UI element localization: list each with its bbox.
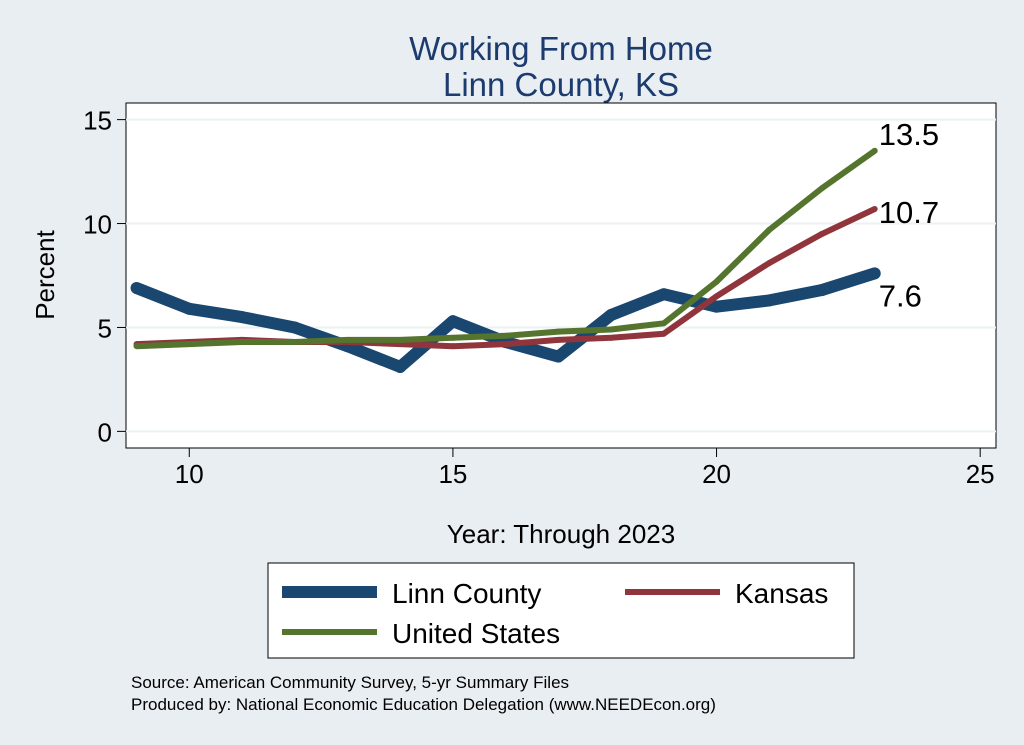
data-point-united-states-14 — [871, 147, 878, 154]
data-point-kansas-14 — [871, 205, 878, 212]
data-point-linn-county-10 — [657, 288, 670, 301]
source-note: Source: American Community Survey, 5-yr … — [131, 673, 569, 692]
x-tick-label-15: 15 — [438, 459, 467, 489]
data-point-linn-county-9 — [605, 308, 618, 321]
data-point-united-states-1 — [186, 341, 193, 348]
legend-item-linn-county: Linn County — [282, 578, 541, 609]
data-point-linn-county-1 — [183, 302, 196, 315]
legend-label-kansas: Kansas — [735, 578, 828, 609]
data-point-linn-county-11 — [710, 300, 723, 313]
data-point-united-states-0 — [133, 343, 140, 350]
produced-by-note: Produced by: National Economic Education… — [131, 695, 716, 714]
y-tick-label-0: 0 — [98, 417, 112, 447]
data-point-kansas-10 — [660, 330, 667, 337]
end-label-united-states: 13.5 — [879, 117, 939, 152]
end-label-linn-county: 7.6 — [879, 278, 922, 313]
data-point-united-states-10 — [660, 320, 667, 327]
data-point-linn-county-13 — [816, 284, 828, 297]
data-point-kansas-9 — [608, 334, 615, 341]
axes: 0 5 10 15 10 15 20 25 — [83, 106, 995, 489]
data-point-kansas-12 — [766, 260, 773, 267]
y-tick-label-10: 10 — [83, 210, 112, 240]
y-axis-title: Percent — [30, 229, 60, 319]
y-tick-label-15: 15 — [83, 106, 112, 136]
data-point-linn-county-6 — [446, 315, 459, 328]
x-tick-label-10: 10 — [175, 459, 204, 489]
data-point-united-states-9 — [608, 326, 615, 333]
legend-label-linn-county: Linn County — [392, 578, 541, 609]
legend-label-united-states: United States — [392, 618, 560, 649]
data-point-united-states-4 — [344, 336, 351, 343]
chart-subtitle: Linn County, KS — [443, 66, 679, 103]
x-tick-label-25: 25 — [966, 459, 995, 489]
data-point-linn-county-8 — [552, 350, 565, 363]
data-point-kansas-6 — [449, 343, 456, 350]
data-point-linn-county-0 — [130, 281, 143, 294]
end-label-kansas: 10.7 — [879, 195, 939, 230]
data-point-kansas-8 — [555, 336, 562, 343]
data-point-united-states-7 — [502, 332, 509, 339]
x-tick-label-20: 20 — [702, 459, 731, 489]
data-point-linn-county-2 — [236, 311, 248, 324]
data-point-united-states-5 — [397, 336, 404, 343]
chart-title: Working From Home — [409, 30, 713, 67]
data-point-kansas-13 — [819, 230, 825, 237]
data-point-kansas-11 — [713, 293, 720, 300]
legend-item-united-states: United States — [282, 618, 560, 649]
data-point-united-states-6 — [449, 334, 456, 341]
data-point-linn-county-3 — [288, 321, 301, 334]
data-point-united-states-2 — [239, 339, 245, 346]
series-lines — [130, 147, 881, 373]
data-point-united-states-8 — [555, 328, 562, 335]
legend-item-kansas: Kansas — [625, 578, 828, 609]
data-point-united-states-13 — [819, 185, 825, 192]
data-point-united-states-3 — [291, 339, 298, 346]
end-labels: 7.6 10.7 13.5 — [879, 117, 939, 314]
data-point-linn-county-14 — [868, 267, 881, 280]
data-point-linn-county-5 — [394, 360, 407, 373]
data-point-united-states-12 — [766, 226, 773, 233]
data-point-kansas-7 — [502, 341, 509, 348]
x-axis-title: Year: Through 2023 — [447, 519, 675, 549]
data-point-united-states-11 — [713, 278, 720, 285]
y-tick-label-5: 5 — [98, 313, 112, 343]
legend-box — [267, 562, 855, 659]
data-point-linn-county-12 — [763, 294, 776, 307]
